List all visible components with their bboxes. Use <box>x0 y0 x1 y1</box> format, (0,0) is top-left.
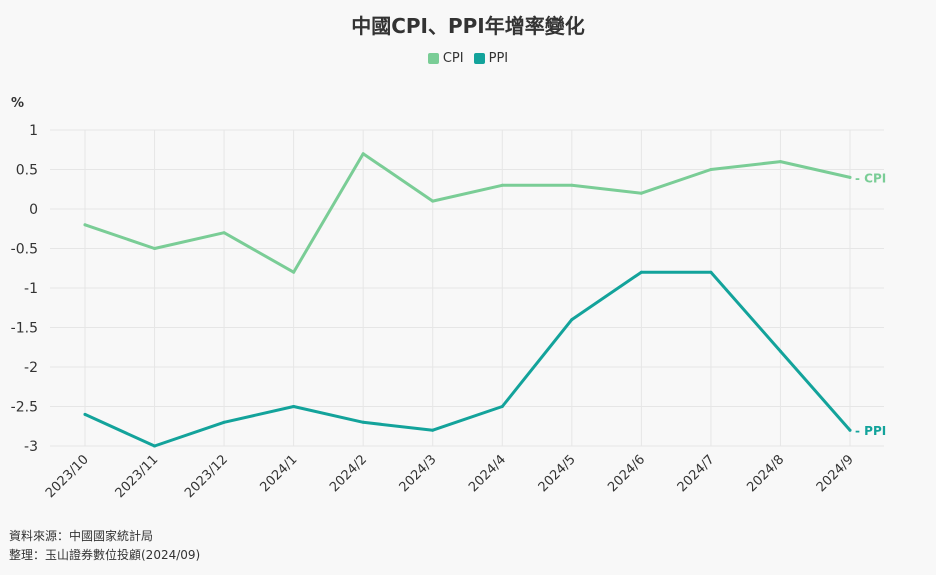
legend: CPI PPI <box>0 51 936 66</box>
legend-swatch-cpi <box>427 53 439 64</box>
y-tick-label: -1 <box>24 281 38 297</box>
data-point-ppi <box>431 428 435 432</box>
x-tick-label: 2024/4 <box>466 452 509 495</box>
data-point-ppi <box>639 270 643 274</box>
end-label-cpi: - CPI <box>855 171 886 185</box>
y-tick-label: -2 <box>24 360 38 376</box>
data-point-ppi <box>222 420 226 424</box>
legend-label-cpi: CPI <box>442 51 464 66</box>
data-point-cpi <box>431 199 435 203</box>
data-point-cpi <box>222 231 226 235</box>
y-tick-label: 0.5 <box>16 163 38 179</box>
y-axis-unit: % <box>11 96 25 111</box>
source-note: 資料來源：中國國家統計局 <box>9 529 154 543</box>
x-tick-label: 2023/12 <box>182 452 231 501</box>
data-point-ppi <box>83 412 87 416</box>
footer-notes: 資料來源：中國國家統計局 整理：玉山證券數位投顧(2024/09) <box>9 527 200 565</box>
data-point-ppi <box>500 405 504 408</box>
series-line-ppi <box>83 270 852 448</box>
data-point-cpi <box>848 175 852 179</box>
legend-label-ppi: PPI <box>488 51 509 66</box>
x-tick-label: 2023/11 <box>113 452 162 501</box>
x-tick-label: 2024/9 <box>814 452 857 495</box>
x-tick-label: 2024/8 <box>744 452 787 495</box>
y-tick-label: -3 <box>24 439 38 455</box>
x-tick-label: 2024/6 <box>605 452 648 495</box>
y-tick-label: 1 <box>29 123 38 139</box>
x-tick-label: 2024/5 <box>536 452 579 495</box>
data-point-ppi <box>361 420 365 424</box>
end-label-ppi: - PPI <box>855 424 886 438</box>
legend-item-cpi[interactable]: CPI <box>427 51 464 66</box>
data-point-ppi <box>709 270 713 274</box>
data-point-ppi <box>153 444 157 448</box>
x-tick-label: 2024/2 <box>327 452 370 495</box>
y-tick-label: -2.5 <box>11 400 38 416</box>
x-tick-label: 2023/10 <box>43 452 92 501</box>
series-line-cpi <box>83 152 852 274</box>
y-tick-label: 0 <box>29 202 38 218</box>
y-tick-label: -1.5 <box>11 321 38 337</box>
data-point-cpi <box>639 191 643 195</box>
data-point-cpi <box>361 152 365 156</box>
data-point-ppi <box>848 428 852 432</box>
x-tick-label: 2024/1 <box>258 452 301 495</box>
data-point-ppi <box>292 405 296 408</box>
data-point-cpi <box>709 168 713 171</box>
data-point-ppi <box>570 318 574 322</box>
legend-swatch-ppi <box>473 53 485 64</box>
y-tick-label: -0.5 <box>11 242 38 258</box>
data-point-cpi <box>83 223 87 227</box>
chart-title: 中國CPI、PPI年增率變化 <box>351 14 585 38</box>
data-point-cpi <box>153 247 157 250</box>
data-point-cpi <box>570 183 574 187</box>
data-point-ppi <box>778 349 782 353</box>
legend-item-ppi[interactable]: PPI <box>473 51 509 66</box>
data-point-cpi <box>292 270 296 274</box>
x-tick-label: 2024/7 <box>675 452 718 495</box>
compiled-note: 整理：玉山證券數位投顧(2024/09) <box>9 548 201 562</box>
data-point-cpi <box>778 160 782 164</box>
x-tick-label: 2024/3 <box>397 452 440 495</box>
data-point-cpi <box>500 183 504 187</box>
